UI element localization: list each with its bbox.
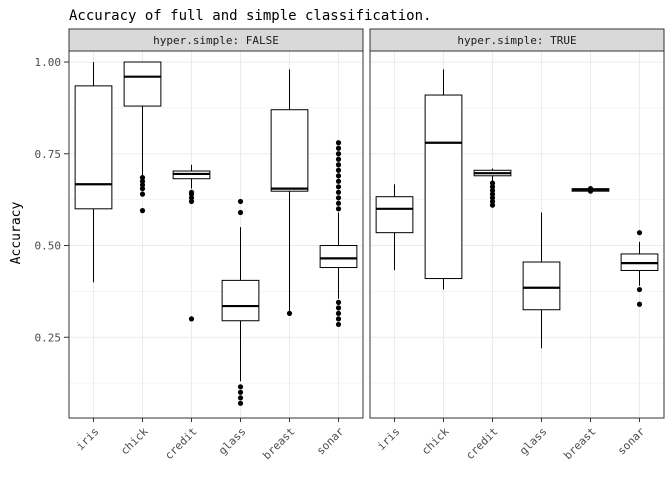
outlier-point xyxy=(237,198,244,205)
box-chick xyxy=(424,69,463,290)
outlier-point xyxy=(237,384,244,390)
panel-border xyxy=(68,50,364,419)
outlier-point xyxy=(489,198,496,205)
panel-border xyxy=(369,50,665,419)
outlier-point xyxy=(636,230,643,236)
outlier-point xyxy=(188,195,195,201)
outlier-point xyxy=(335,189,342,195)
box-iris xyxy=(375,184,414,271)
y-tick-label: 0.25 xyxy=(35,331,62,344)
outlier-point xyxy=(335,178,342,184)
box-credit xyxy=(172,164,211,322)
outlier-point xyxy=(489,195,496,201)
outlier-point xyxy=(188,316,195,322)
y-tick-label: 0.50 xyxy=(35,240,62,253)
outlier-point xyxy=(139,182,146,188)
y-axis-label: Accuracy xyxy=(9,202,24,265)
box-body xyxy=(221,279,260,322)
box-body xyxy=(424,94,463,280)
outlier-point xyxy=(489,180,496,186)
outlier-point xyxy=(335,162,342,168)
facet-panel: hyper.simple: FALSE iris chick credit glass b… xyxy=(68,28,364,462)
outlier-point xyxy=(335,310,342,317)
box-body xyxy=(123,61,162,107)
outlier-point xyxy=(335,206,342,212)
outlier-point xyxy=(489,187,496,194)
outlier-point xyxy=(335,316,342,322)
x-tick-label: chick xyxy=(118,425,151,458)
facet-panel: hyper.simple: TRUE iris chick credit glass br… xyxy=(369,28,665,462)
outlier-point xyxy=(139,186,146,192)
outlier-point xyxy=(237,209,244,216)
box-glass xyxy=(221,198,260,406)
outlier-point xyxy=(237,400,244,406)
outlier-point xyxy=(335,184,342,190)
outlier-point xyxy=(188,189,195,195)
box-iris xyxy=(74,62,113,283)
outlier-point xyxy=(489,202,496,208)
facet-strip-label: hyper.simple: FALSE xyxy=(153,34,279,47)
outlier-point xyxy=(335,156,342,162)
outlier-point xyxy=(335,151,342,157)
facet-strip-label: hyper.simple: TRUE xyxy=(457,34,576,47)
outlier-point xyxy=(335,299,342,305)
outlier-point xyxy=(139,208,146,214)
outlier-point xyxy=(335,200,342,206)
box-body xyxy=(270,109,309,192)
outlier-point xyxy=(636,301,643,307)
box-breast xyxy=(270,69,309,317)
outlier-point xyxy=(335,305,342,311)
x-tick-label: chick xyxy=(419,425,452,458)
x-tick-label: glass xyxy=(517,425,550,458)
box-chick xyxy=(123,61,162,214)
box-body xyxy=(375,196,414,234)
outlier-point xyxy=(139,175,146,181)
box-sonar xyxy=(319,140,358,328)
panel-background xyxy=(69,51,363,418)
chart-title: Accuracy of full and simple classificati… xyxy=(69,8,431,24)
box-sonar xyxy=(620,230,659,307)
x-tick-label: iris xyxy=(375,425,403,453)
x-tick-label: iris xyxy=(74,425,102,453)
outlier-point xyxy=(335,195,342,201)
x-tick-label: breast xyxy=(260,425,297,462)
outlier-point xyxy=(636,286,643,293)
outlier-point xyxy=(237,389,244,395)
box-body xyxy=(319,245,358,269)
x-tick-label: sonar xyxy=(615,425,648,458)
box-body xyxy=(74,85,113,210)
box-body xyxy=(522,261,561,311)
panel-background xyxy=(370,51,664,418)
box-breast xyxy=(571,186,610,194)
box-credit xyxy=(473,168,512,208)
outlier-point xyxy=(237,395,244,401)
outlier-point xyxy=(335,167,342,173)
outlier-point xyxy=(587,186,594,192)
outlier-point xyxy=(139,178,146,184)
outlier-point xyxy=(335,145,342,151)
x-tick-label: breast xyxy=(561,425,598,462)
outlier-point xyxy=(188,198,195,205)
y-tick-label: 1.00 xyxy=(35,56,62,69)
outlier-point xyxy=(139,191,146,197)
box-glass xyxy=(522,212,561,349)
outlier-point xyxy=(286,310,293,317)
outlier-point xyxy=(489,191,496,197)
x-tick-label: glass xyxy=(216,425,249,458)
outlier-point xyxy=(489,184,496,190)
outlier-point xyxy=(335,173,342,179)
x-tick-label: sonar xyxy=(314,425,347,458)
y-tick-label: 0.75 xyxy=(35,148,62,161)
outlier-point xyxy=(335,321,342,328)
x-tick-label: credit xyxy=(162,425,199,462)
outlier-point xyxy=(335,140,342,146)
x-tick-label: credit xyxy=(463,425,500,462)
